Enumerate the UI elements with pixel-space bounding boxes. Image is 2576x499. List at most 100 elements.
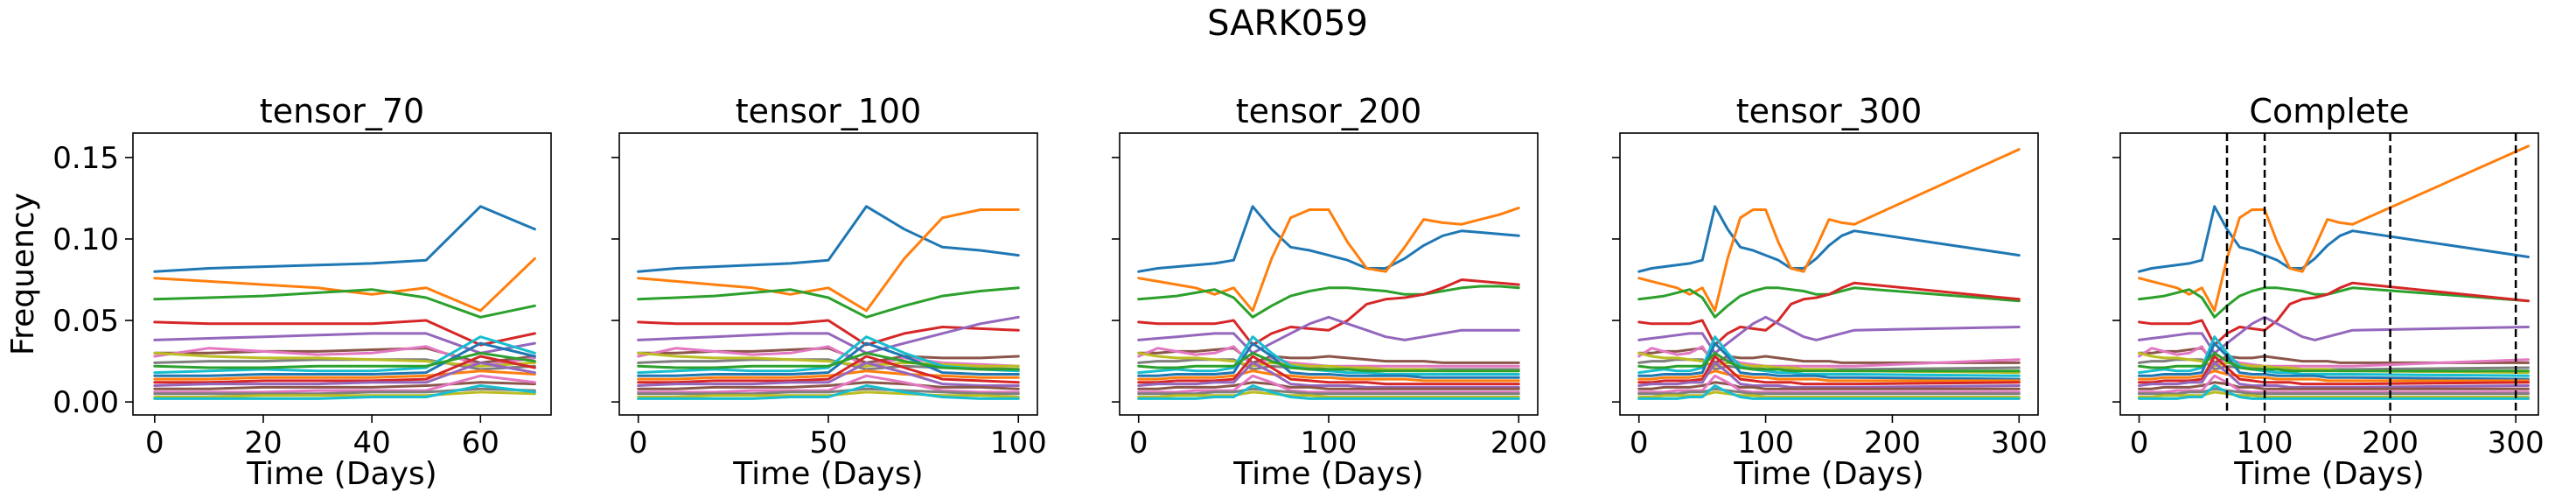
panel-title: tensor_70 — [260, 92, 424, 130]
x-tick-label: 200 — [1864, 425, 1921, 460]
series-line — [637, 315, 1020, 355]
series-line — [1137, 381, 1520, 390]
series-line — [153, 381, 536, 390]
series-line — [153, 341, 536, 377]
series-line — [637, 347, 1020, 364]
series-line — [637, 286, 1020, 319]
series-line — [2138, 381, 2530, 390]
series-line — [1637, 390, 2021, 398]
x-tick-label: 50 — [809, 425, 847, 460]
y-tick-label: 0.15 — [52, 141, 119, 176]
x-tick-label: 0 — [2130, 425, 2149, 460]
series-line — [1137, 205, 1520, 273]
series-line — [153, 257, 536, 313]
series-line — [2138, 205, 2530, 273]
series-line — [1137, 278, 1520, 347]
series-line — [637, 374, 1020, 394]
series-line — [153, 205, 536, 273]
series-line — [1637, 347, 2021, 364]
panel-5: 0 100 200 300 Complete Time (Days) — [2112, 92, 2545, 492]
x-axis-label: Time (Days) — [1733, 456, 1923, 492]
series-line — [637, 205, 1020, 273]
series-group — [1137, 205, 1520, 400]
series-line — [153, 384, 536, 400]
series-line — [637, 351, 1020, 368]
y-tick-label: 0.05 — [52, 304, 119, 339]
series-line — [153, 390, 536, 398]
series-line — [2138, 144, 2530, 313]
x-tick-label: 20 — [244, 425, 282, 460]
series-line — [1637, 315, 2021, 355]
series-line — [153, 288, 536, 319]
series-line — [1637, 205, 2021, 273]
series-line — [1637, 345, 2021, 368]
series-line — [637, 341, 1020, 377]
series-line — [1637, 351, 2021, 373]
series-line — [1137, 315, 1520, 355]
series-line — [1637, 355, 2021, 386]
series-line — [153, 374, 536, 394]
series-line — [2138, 384, 2530, 400]
x-tick-label: 0 — [629, 425, 648, 460]
series-line — [1637, 351, 2021, 375]
x-axis-label: Time (Days) — [2233, 456, 2424, 492]
x-axis-label: Time (Days) — [1232, 456, 1423, 492]
series-line — [1637, 341, 2021, 381]
x-axis-label: Time (Days) — [246, 456, 436, 492]
axes-frame — [2119, 132, 2539, 416]
series-line — [2138, 347, 2530, 364]
panel-2: 0 50 100 tensor_100 Time (Days) — [611, 92, 1047, 492]
series-line — [153, 361, 536, 387]
series-line — [1637, 387, 2021, 396]
panel-3: 0 100 200 tensor_200 Time (Days) — [1112, 92, 1547, 492]
series-line — [1137, 347, 1520, 364]
series-line — [2138, 281, 2530, 347]
series-line — [1137, 335, 1520, 376]
x-tick-label: 0 — [145, 425, 164, 460]
series-line — [2138, 341, 2530, 381]
series-line — [637, 390, 1020, 398]
series-line — [637, 351, 1020, 371]
series-group — [1637, 148, 2021, 400]
series-line — [637, 355, 1020, 384]
axes-frame — [1119, 132, 1539, 416]
series-line — [637, 387, 1020, 396]
panel-title: tensor_200 — [1236, 92, 1422, 130]
series-line — [153, 387, 536, 396]
series-line — [153, 351, 536, 369]
series-line — [1137, 384, 1520, 400]
panel-title: Complete — [2249, 92, 2409, 130]
series-line — [153, 319, 536, 347]
series-line — [1637, 281, 2021, 347]
series-line — [1137, 207, 1520, 313]
panel-title: tensor_100 — [736, 92, 922, 130]
x-axis-label: Time (Days) — [732, 456, 923, 492]
x-tick-label: 300 — [2488, 425, 2545, 460]
series-line — [1137, 387, 1520, 396]
series-line — [1137, 374, 1520, 394]
series-line — [153, 345, 536, 368]
series-group — [2138, 144, 2530, 400]
series-line — [1137, 361, 1520, 389]
axes-frame — [1619, 132, 2039, 416]
series-group — [637, 205, 1020, 400]
series-line — [1137, 369, 1520, 383]
series-line — [153, 332, 536, 355]
x-tick-label: 100 — [990, 425, 1047, 460]
series-line — [637, 381, 1020, 390]
axes-frame — [132, 132, 552, 416]
series-line — [1637, 381, 2021, 390]
x-tick-label: 300 — [1991, 425, 2048, 460]
x-tick-label: 40 — [353, 425, 391, 460]
series-line — [637, 384, 1020, 400]
series-line — [637, 208, 1020, 313]
series-line — [1137, 285, 1520, 319]
x-tick-label: 60 — [462, 425, 499, 460]
x-tick-label: 200 — [1490, 425, 1547, 460]
series-line — [637, 361, 1020, 387]
series-line — [1137, 358, 1520, 371]
x-tick-label: 100 — [2237, 425, 2293, 460]
series-line — [2138, 345, 2530, 368]
series-line — [2138, 361, 2530, 389]
series-line — [2138, 351, 2530, 373]
